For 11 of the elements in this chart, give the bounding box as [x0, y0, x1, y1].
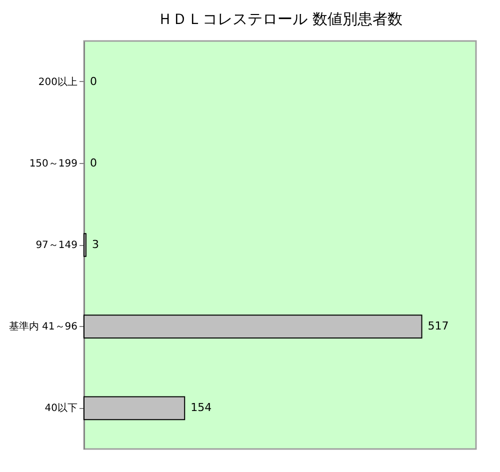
data-label: 3: [92, 238, 99, 251]
chart-title: ＨＤＬコレステロール 数値別患者数: [158, 10, 402, 28]
y-tick-label: 基準内 41～96: [8, 320, 78, 333]
data-label: 517: [428, 320, 449, 333]
y-tick-label: 200以上: [38, 76, 78, 88]
data-label: 154: [190, 401, 212, 414]
y-tick-label: 40以下: [44, 402, 78, 414]
data-label: 0: [90, 156, 97, 170]
y-tick-label: 97～149: [36, 240, 78, 251]
data-label: 0: [90, 74, 97, 88]
y-tick-label: 150～199: [29, 158, 78, 170]
